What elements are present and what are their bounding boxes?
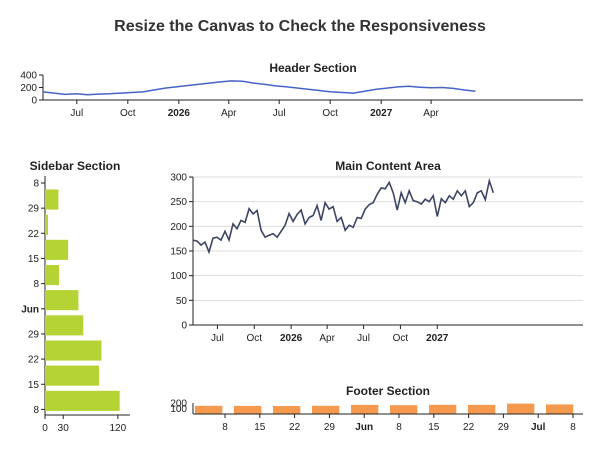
main-y-tick-label: 250 [170,197,187,208]
sidebar-y-tick-label: 22 [28,229,40,240]
sidebar-bar [45,239,69,260]
main-y-tick-label: 0 [181,321,187,332]
header-y-tick-label: 400 [20,71,37,82]
footer-x-tick-label: Jul [531,422,546,433]
footer-x-tick-label: 29 [324,422,336,433]
sidebar-y-tick-label: 15 [28,254,40,265]
footer-x-tick-label: 29 [498,422,510,433]
footer-bar [351,404,379,414]
footer-y-tick-label: 100 [170,404,187,415]
sidebar-x-tick-label: 120 [110,423,127,434]
header-y-tick-label: 200 [20,83,37,94]
sidebar-x-tick-label: 0 [42,423,48,434]
main-title: Main Content Area [335,159,441,173]
sidebar-y-tick-label: Jun [21,304,39,315]
footer-bar [273,406,301,414]
header-x-tick-label: Apr [221,108,237,119]
header-x-tick-label: 2026 [168,108,191,119]
sidebar-y-tick-label: 15 [28,380,40,391]
sidebar-bar [45,189,59,210]
sidebar-bar [45,315,84,336]
main-x-tick-label: Oct [393,333,409,344]
footer-y-tick-label: 200 [170,399,187,410]
main-x-tick-label: Oct [246,333,262,344]
header-x-tick-label: Oct [322,108,338,119]
footer-x-tick-label: 22 [289,422,301,433]
footer-bar [429,404,457,414]
footer-x-tick-label: 22 [463,422,475,433]
footer-bar [546,404,574,414]
header-x-tick-label: Jul [273,108,286,119]
header-x-tick-label: Apr [423,108,439,119]
sidebar-title: Sidebar Section [30,159,121,173]
footer-bar [468,404,496,414]
footer-bar [195,405,223,415]
main-chart: Main Content Area 0 50 100 150 200 250 300 Jul Oc… [170,159,583,344]
footer-bar [312,405,340,415]
footer-bar [390,405,418,414]
sidebar-y-tick-label: 22 [28,355,40,366]
sidebar-bar [45,214,48,235]
main-series-line [192,177,495,255]
main-y-tick-label: 150 [170,247,187,258]
main-y-tick-label: 100 [170,271,187,282]
footer-x-tick-label: 8 [396,422,402,433]
footer-bar [234,405,262,414]
footer-x-tick-label: Jun [355,422,373,433]
header-y-tick-label: 0 [31,96,37,107]
header-x-tick-label: Oct [120,108,136,119]
main-x-tick-label: 2027 [426,333,449,344]
sidebar-bar [45,390,120,411]
sidebar-bar [45,340,102,361]
header-x-tick-label: Jul [70,108,83,119]
footer-x-tick-label: 15 [254,422,266,433]
main-x-tick-label: Apr [319,333,335,344]
main-y-tick-label: 200 [170,222,187,233]
sidebar-y-tick-label: 29 [28,204,40,215]
main-x-tick-label: Jul [211,333,224,344]
main-y-tick-label: 300 [170,173,187,184]
sidebar-bar [45,265,59,286]
page-title: Resize the Canvas to Check the Responsiv… [114,18,486,35]
sidebar-y-tick-label: 8 [33,279,39,290]
header-series-line [42,80,476,96]
main-y-tick-label: 50 [176,296,188,307]
main-x-tick-label: Jul [357,333,370,344]
main-x-tick-label: 2026 [280,333,303,344]
header-title: Header Section [269,61,356,75]
footer-bar [507,403,535,414]
sidebar-bar [45,365,99,386]
sidebar-bar [45,290,79,311]
sidebar-y-tick-label: 29 [28,329,40,340]
footer-x-tick-label: 15 [428,422,440,433]
sidebar-y-tick-label: 8 [33,405,39,416]
sidebar-y-tick-label: 8 [33,179,39,190]
footer-x-tick-label: 8 [222,422,228,433]
sidebar-x-tick-label: 30 [58,423,70,434]
header-x-tick-label: 2027 [370,108,393,119]
footer-x-tick-label: 8 [570,422,576,433]
footer-title: Footer Section [346,384,430,398]
